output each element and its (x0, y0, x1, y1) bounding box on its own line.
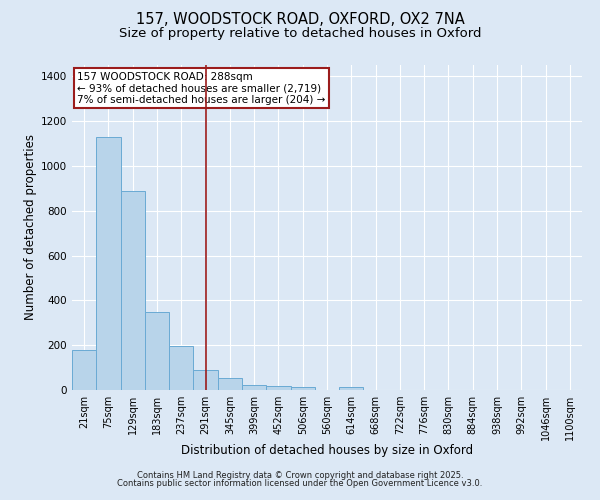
Bar (290, 386, 315, 390)
Bar (169, 346, 193, 390)
Text: Contains HM Land Registry data © Crown copyright and database right 2025.: Contains HM Land Registry data © Crown c… (137, 471, 463, 480)
Text: Contains public sector information licensed under the Open Government Licence v3: Contains public sector information licen… (118, 478, 482, 488)
Y-axis label: Number of detached properties: Number of detached properties (24, 134, 37, 320)
Text: 157, WOODSTOCK ROAD, OXFORD, OX2 7NA: 157, WOODSTOCK ROAD, OXFORD, OX2 7NA (136, 12, 464, 28)
Text: 157 WOODSTOCK ROAD: 288sqm
← 93% of detached houses are smaller (2,719)
7% of se: 157 WOODSTOCK ROAD: 288sqm ← 93% of deta… (77, 72, 325, 104)
Bar (121, 190, 145, 390)
Bar (266, 386, 290, 390)
Bar (145, 312, 169, 390)
Bar (72, 350, 96, 390)
Bar (242, 385, 266, 390)
Text: Size of property relative to detached houses in Oxford: Size of property relative to detached ho… (119, 28, 481, 40)
Bar (339, 386, 364, 390)
X-axis label: Distribution of detached houses by size in Oxford: Distribution of detached houses by size … (181, 444, 473, 458)
Bar (193, 370, 218, 390)
Bar (218, 378, 242, 390)
Bar (96, 136, 121, 390)
